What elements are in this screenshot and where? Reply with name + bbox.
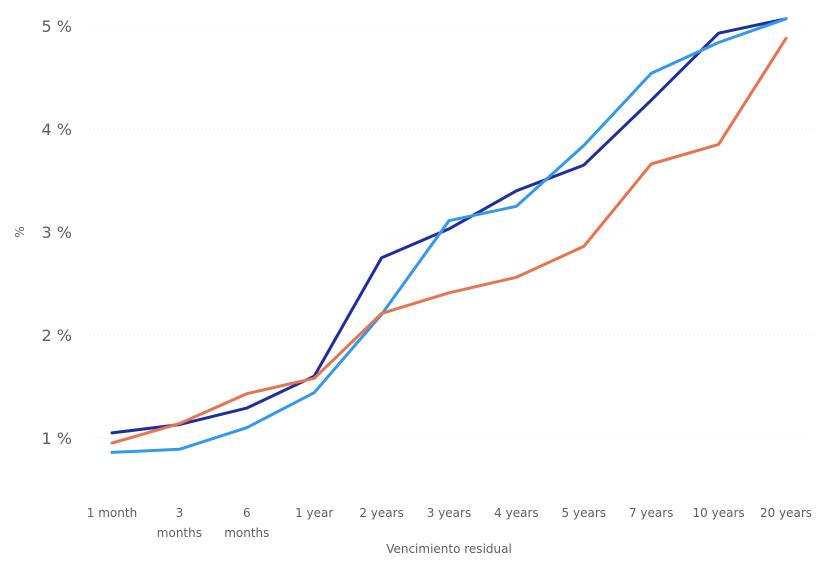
x-tick-label: 20 years <box>760 506 812 520</box>
y-tick-label: 2 % <box>42 326 72 345</box>
gridlines <box>90 25 812 439</box>
x-axis-ticks: 1 month 3 months 6 months 1 year 2 years 3 year… <box>87 506 812 540</box>
x-tick-label: 5 years <box>562 506 606 520</box>
x-tick-label: 1 month <box>87 506 137 520</box>
x-tick-label: 7 years <box>629 506 673 520</box>
y-axis-ticks: 1 % 2 % 3 % 4 % 5 % <box>42 17 72 448</box>
x-tick-label: 2 years <box>359 506 403 520</box>
x-axis-title: Vencimiento residual <box>386 542 512 556</box>
series-line-2 <box>110 17 788 454</box>
y-tick-label: 4 % <box>42 120 72 139</box>
x-tick-label: 10 years <box>693 506 745 520</box>
y-tick-label: 3 % <box>42 223 72 242</box>
x-tick-label: 6 months <box>224 506 269 540</box>
x-tick-label: 3 months <box>157 506 202 540</box>
x-tick-label: 3 years <box>427 506 471 520</box>
y-tick-label: 5 % <box>42 17 72 36</box>
series-line-1 <box>110 17 788 435</box>
y-axis-title: % <box>13 226 27 237</box>
x-tick-label: 1 year <box>295 506 333 520</box>
y-tick-label: 1 % <box>42 429 72 448</box>
x-tick-label: 4 years <box>494 506 538 520</box>
series-lines <box>110 17 788 454</box>
series-line-3 <box>110 36 788 445</box>
